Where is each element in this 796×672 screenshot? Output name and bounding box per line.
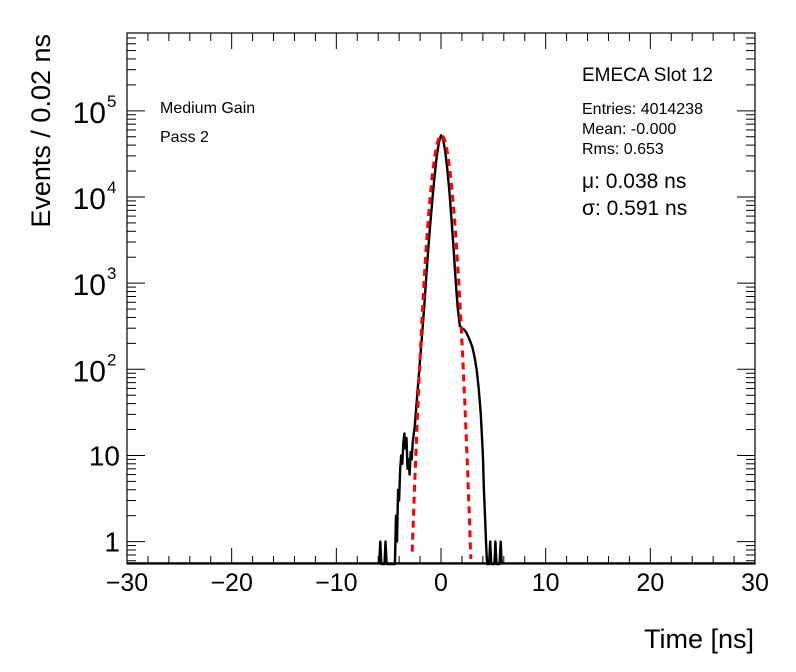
y-tick-label: 10 xyxy=(73,97,106,130)
histogram-line xyxy=(378,134,503,566)
rms-stat: Rms: 0.653 xyxy=(582,141,664,158)
x-tick-labels: −30 −20 −10 0 10 20 30 xyxy=(106,569,769,597)
fit-sigma-label: σ: 0.591 ns xyxy=(582,197,687,220)
fit-mu-label: μ: 0.038 ns xyxy=(582,170,686,193)
mean-stat: Mean: -0.000 xyxy=(582,121,676,138)
x-tick-label: 0 xyxy=(434,569,448,597)
x-axis-title: Time [ns] xyxy=(644,624,754,654)
y-tick-exponent: 3 xyxy=(107,264,116,283)
x-tick-label: 10 xyxy=(532,569,560,597)
y-tick-exponent: 2 xyxy=(107,350,116,369)
gaussian-fit-line xyxy=(410,133,473,559)
chart-title: EMECA Slot 12 xyxy=(582,65,713,86)
x-tick-label: −30 xyxy=(106,569,148,597)
axis-ticks xyxy=(126,32,756,564)
data-series xyxy=(127,133,755,566)
y-tick-exponent: 5 xyxy=(107,92,116,111)
x-tick-label: −20 xyxy=(210,569,252,597)
pass-label: Pass 2 xyxy=(160,129,209,146)
x-tick-label: 20 xyxy=(636,569,664,597)
y-tick-label: 10 xyxy=(73,269,106,302)
y-axis-title: Events / 0.02 ns xyxy=(26,34,56,228)
y-tick-label: 1 xyxy=(104,527,120,558)
y-tick-label: 10 xyxy=(89,440,120,471)
y-tick-exponent: 4 xyxy=(107,178,116,197)
y-tick-label: 10 xyxy=(73,183,106,216)
x-tick-label: 30 xyxy=(741,569,769,597)
x-tick-label: −10 xyxy=(315,569,357,597)
entries-stat: Entries: 4014238 xyxy=(582,101,703,118)
gain-label: Medium Gain xyxy=(160,100,255,117)
y-tick-label: 10 xyxy=(73,355,106,388)
